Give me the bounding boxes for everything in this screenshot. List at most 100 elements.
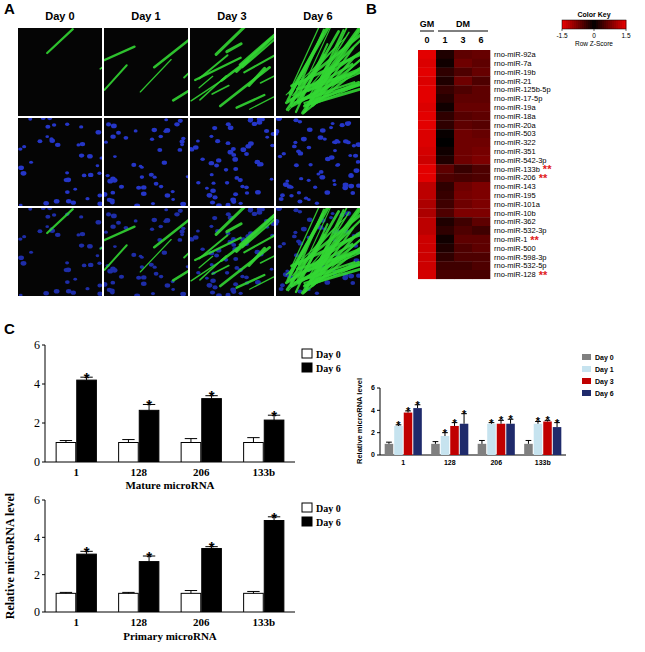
colorbar-step — [586, 20, 588, 29]
y-tick-label: 2 — [34, 568, 40, 582]
y-tick — [42, 423, 45, 424]
colorbar-step — [618, 20, 620, 29]
row-label: rno-miR-1 — [494, 235, 527, 244]
heatmap-cell — [418, 120, 436, 129]
error-bar — [386, 442, 392, 444]
nucleus — [45, 125, 50, 129]
y-tick-label: 6 — [34, 493, 40, 507]
heatmap-cell — [454, 76, 472, 85]
bar — [506, 424, 515, 455]
heatmap-cell — [472, 50, 490, 59]
nucleus — [212, 216, 217, 220]
heatmap-cell — [454, 68, 472, 77]
nucleus — [240, 275, 244, 278]
nucleus — [307, 198, 311, 201]
nucleus — [150, 227, 154, 230]
heatmap-cell — [418, 191, 436, 200]
nucleus — [110, 191, 115, 195]
heatmap-cell — [436, 76, 454, 85]
nucleus — [280, 193, 285, 197]
row-label: rno-miR-542-3p — [494, 156, 547, 165]
myotube — [227, 44, 241, 52]
micrograph — [18, 118, 102, 206]
nucleus — [110, 266, 115, 270]
y-axis — [45, 345, 46, 462]
heatmap-cell — [436, 191, 454, 200]
nucleus — [214, 254, 219, 258]
nucleus — [37, 229, 42, 233]
nucleus — [244, 152, 249, 156]
row-label: rno-miR-128 — [494, 270, 536, 279]
legend: Day 0Day 6 — [302, 349, 341, 374]
nucleus — [110, 281, 115, 285]
colorbar-tick-label: 0 — [592, 32, 596, 39]
nucleus — [104, 141, 108, 144]
significance: * — [84, 543, 90, 560]
y-axis — [380, 388, 381, 455]
bar-chart: 0246****1128206133bPrimary microRNARelat… — [3, 492, 341, 642]
y-tick — [377, 432, 380, 433]
significance: * — [146, 548, 152, 565]
nucleus — [171, 190, 175, 193]
y-tick-label: 0 — [34, 605, 40, 619]
nucleus — [239, 292, 243, 295]
nucleus — [320, 128, 326, 133]
nucleus — [270, 268, 274, 271]
colorbar-step — [622, 20, 624, 29]
heatmap-cell — [436, 200, 454, 209]
nucleus — [248, 141, 254, 146]
nucleus — [159, 275, 163, 279]
heatmap-cell — [418, 173, 436, 182]
nucleus — [325, 157, 331, 161]
myotube — [100, 51, 102, 69]
nucleus — [353, 154, 358, 158]
heatmap-cell — [454, 208, 472, 217]
row-label: rno-miR-500 — [494, 244, 536, 253]
panel-label: B — [366, 0, 377, 17]
nucleus — [179, 230, 184, 234]
bar — [244, 443, 264, 463]
nucleus — [265, 136, 269, 139]
y-tick-label: 4 — [34, 377, 40, 391]
nucleus — [110, 225, 115, 229]
heatmap-cell — [454, 120, 472, 129]
nucleus — [29, 251, 33, 254]
nucleus — [158, 135, 163, 139]
nucleus — [28, 118, 32, 121]
nucleus — [29, 161, 33, 164]
nucleus — [134, 293, 140, 296]
nucleus — [45, 215, 50, 219]
row-label: rno-miR-143 — [494, 182, 536, 191]
heatmap-cell — [436, 68, 454, 77]
nucleus — [28, 208, 32, 211]
nucleus — [308, 163, 312, 166]
y-tick — [377, 388, 380, 389]
error-cap — [60, 592, 72, 593]
heatmap-cell — [418, 147, 436, 156]
heatmap-cell — [472, 59, 490, 68]
nucleus — [277, 118, 282, 121]
nucleus — [37, 139, 42, 143]
myotube — [200, 76, 226, 100]
myotube — [240, 28, 274, 65]
bar — [553, 427, 562, 455]
nucleus — [178, 119, 183, 123]
group-bracket — [438, 31, 488, 32]
y-tick-label: 6 — [371, 384, 375, 391]
heatmap-cell — [418, 138, 436, 147]
nucleus — [165, 193, 171, 197]
legend: Day 0Day 6 — [302, 503, 341, 528]
nucleus — [352, 144, 356, 147]
error-bar — [122, 440, 134, 443]
myotube — [140, 60, 171, 92]
y-tick — [42, 462, 45, 463]
micrograph-bg — [190, 118, 274, 206]
legend-swatch — [582, 354, 591, 360]
column-label: Day 6 — [303, 10, 332, 22]
nucleus — [200, 157, 205, 161]
colorbar-step — [566, 20, 568, 29]
nucleus — [73, 278, 77, 281]
bar — [244, 593, 264, 612]
nucleus — [65, 280, 70, 284]
nucleus — [216, 203, 222, 206]
